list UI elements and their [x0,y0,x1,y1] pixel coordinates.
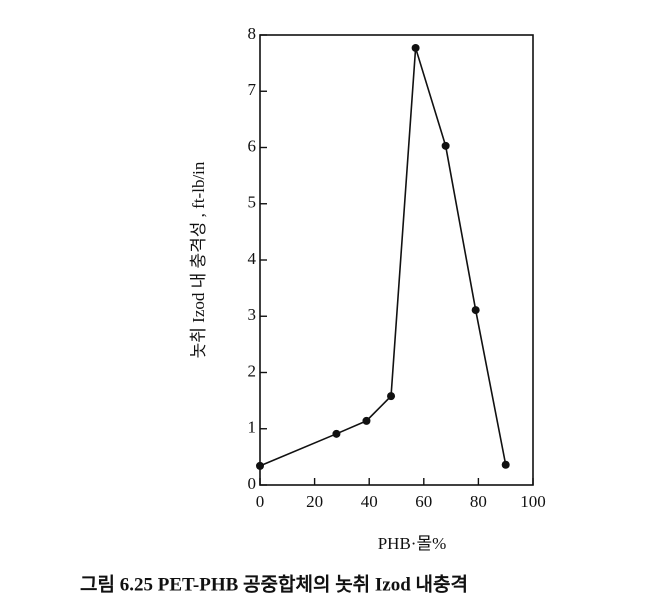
x-tick-label: 60 [415,492,432,511]
y-tick-label: 6 [248,136,257,155]
plot-frame [259,34,534,486]
x-tick-label: 80 [470,492,487,511]
caption: 그림 6.25 PET-PHB 공중합체의 놋취 Izod 내충격 [80,573,468,595]
x-tick-label: 0 [256,492,265,511]
y-tick-label: 2 [248,361,257,380]
x-tick-label: 20 [306,492,323,511]
data-point [411,43,420,52]
y-tick-label: 0 [248,474,257,493]
data-point [441,141,450,150]
x-tick-label: 40 [361,492,378,511]
y-tick-label: 7 [248,80,257,99]
y-tick-label: 4 [248,249,257,268]
y-tick-label: 5 [248,193,257,212]
data-point [501,460,510,469]
y-tick-label: 3 [248,305,257,324]
data-line [259,47,507,467]
data-point [362,416,371,425]
data-point [387,392,396,401]
data-point [256,461,264,470]
data-point [471,306,480,315]
x-tick-label: 100 [520,492,546,511]
x-axis-label: PHB·몰% [378,534,447,553]
y-tick-label: 8 [248,24,257,43]
y-axis-label: 놋취 Izod 내 충격성 , ft-lb/in [189,161,208,358]
data-point [332,429,341,438]
y-tick-label: 1 [248,418,257,437]
